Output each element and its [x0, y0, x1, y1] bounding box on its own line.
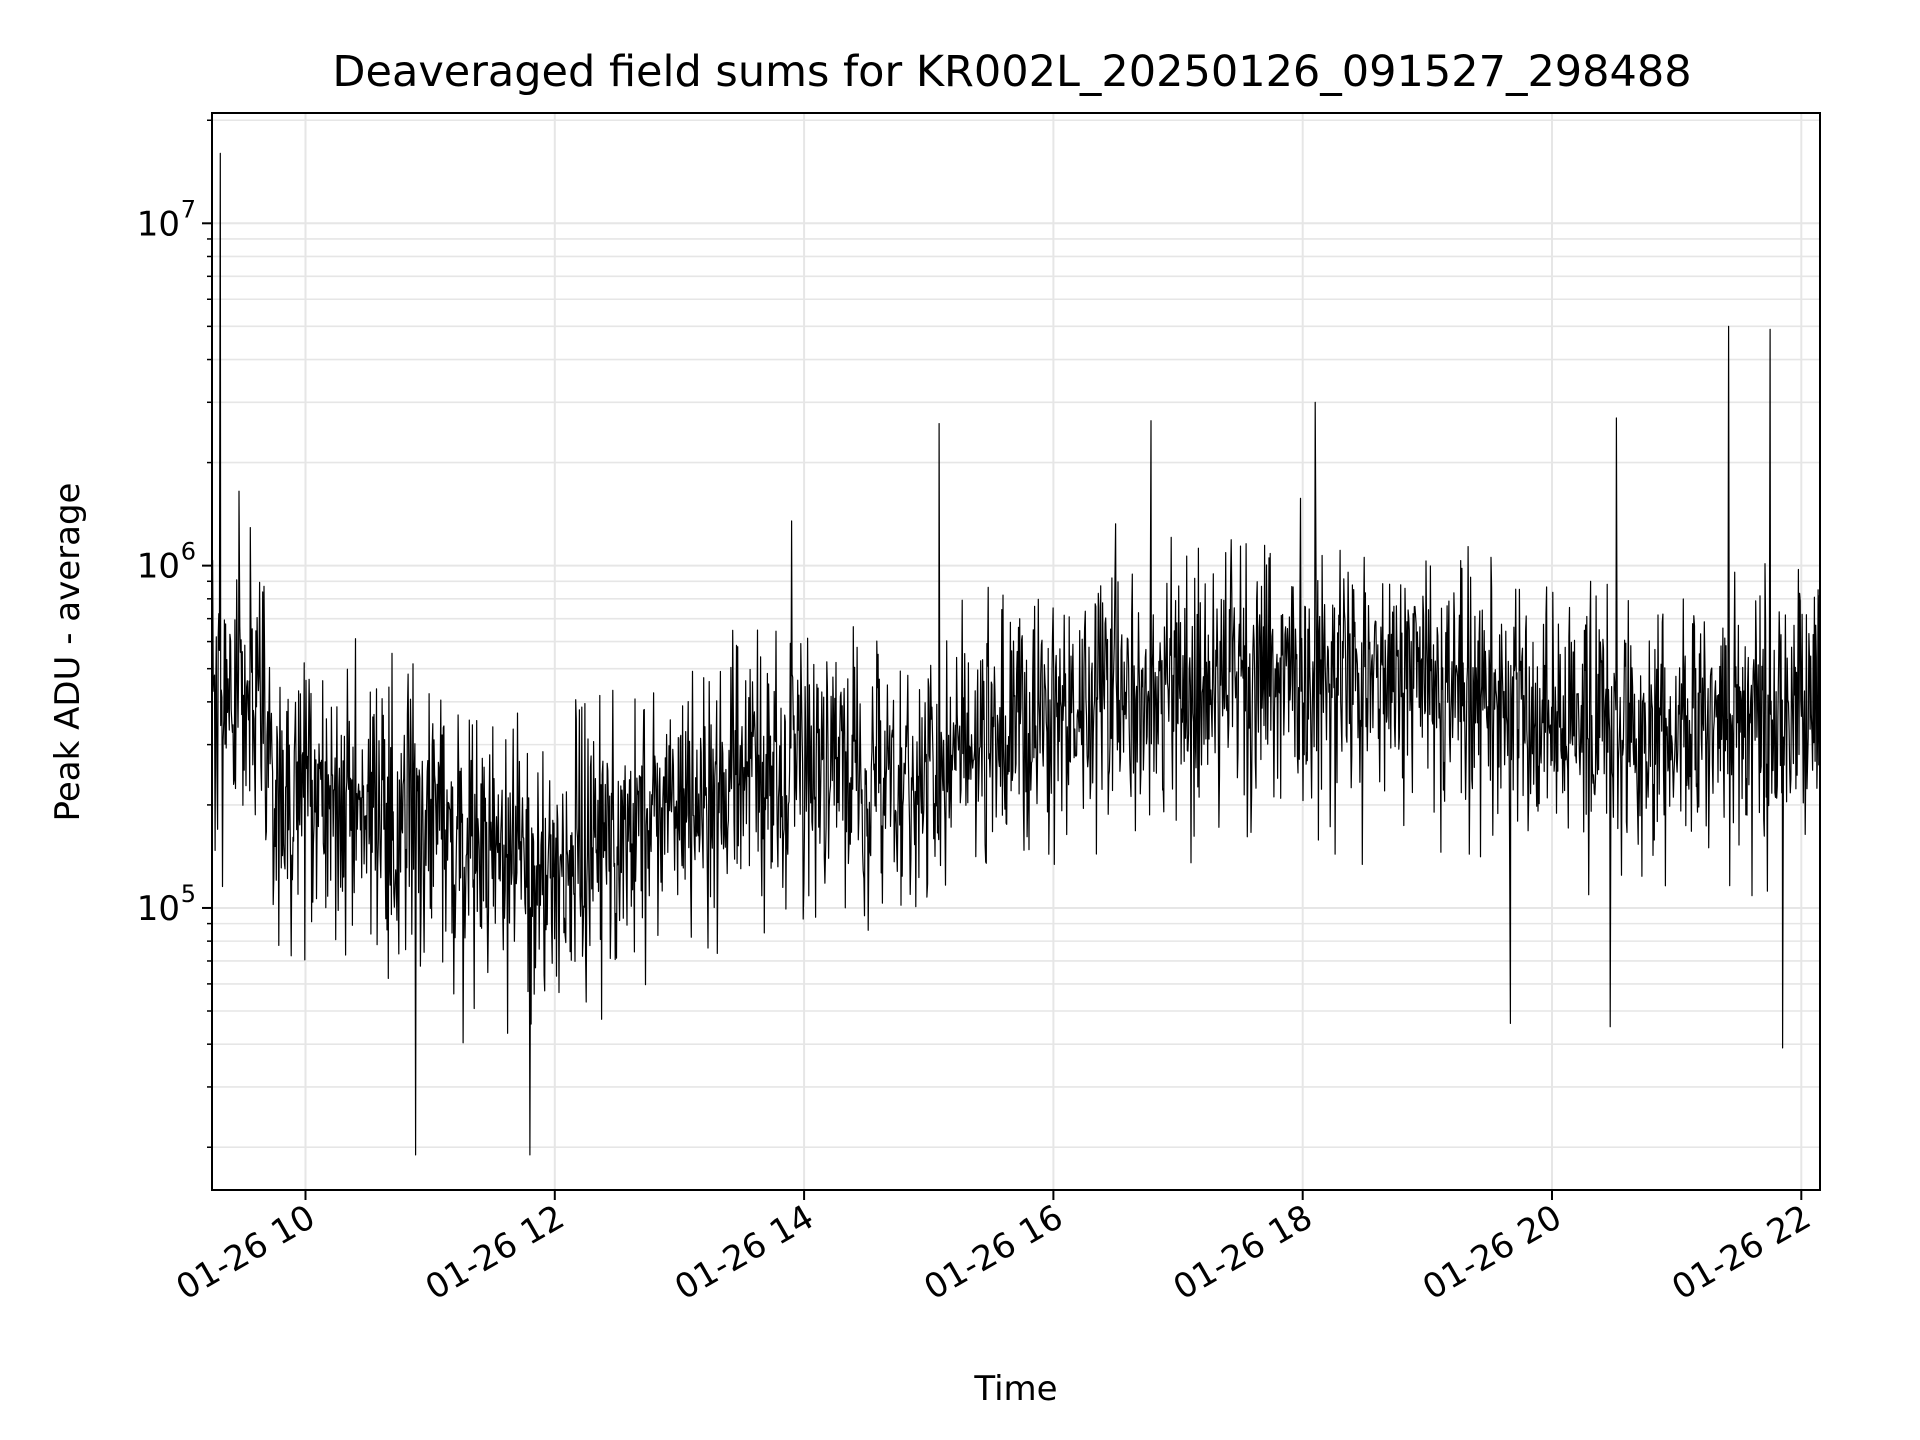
y-tick-label: 10 — [137, 204, 180, 244]
y-tick-exponent: 7 — [181, 195, 196, 223]
plot-frame — [211, 112, 1821, 1191]
series-line — [211, 152, 1821, 1156]
y-tick-exponent: 6 — [181, 538, 196, 566]
chart-title: Deaveraged field sums for KR002L_2025012… — [332, 47, 1691, 97]
y-tick-label: 10 — [137, 889, 180, 929]
y-tick-exponent: 5 — [181, 880, 196, 908]
y-tick-label: 10 — [137, 547, 180, 587]
y-axis-label: Peak ADU - average — [48, 483, 88, 822]
data-series — [211, 152, 1821, 1156]
x-axis-label: Time — [973, 1369, 1057, 1409]
